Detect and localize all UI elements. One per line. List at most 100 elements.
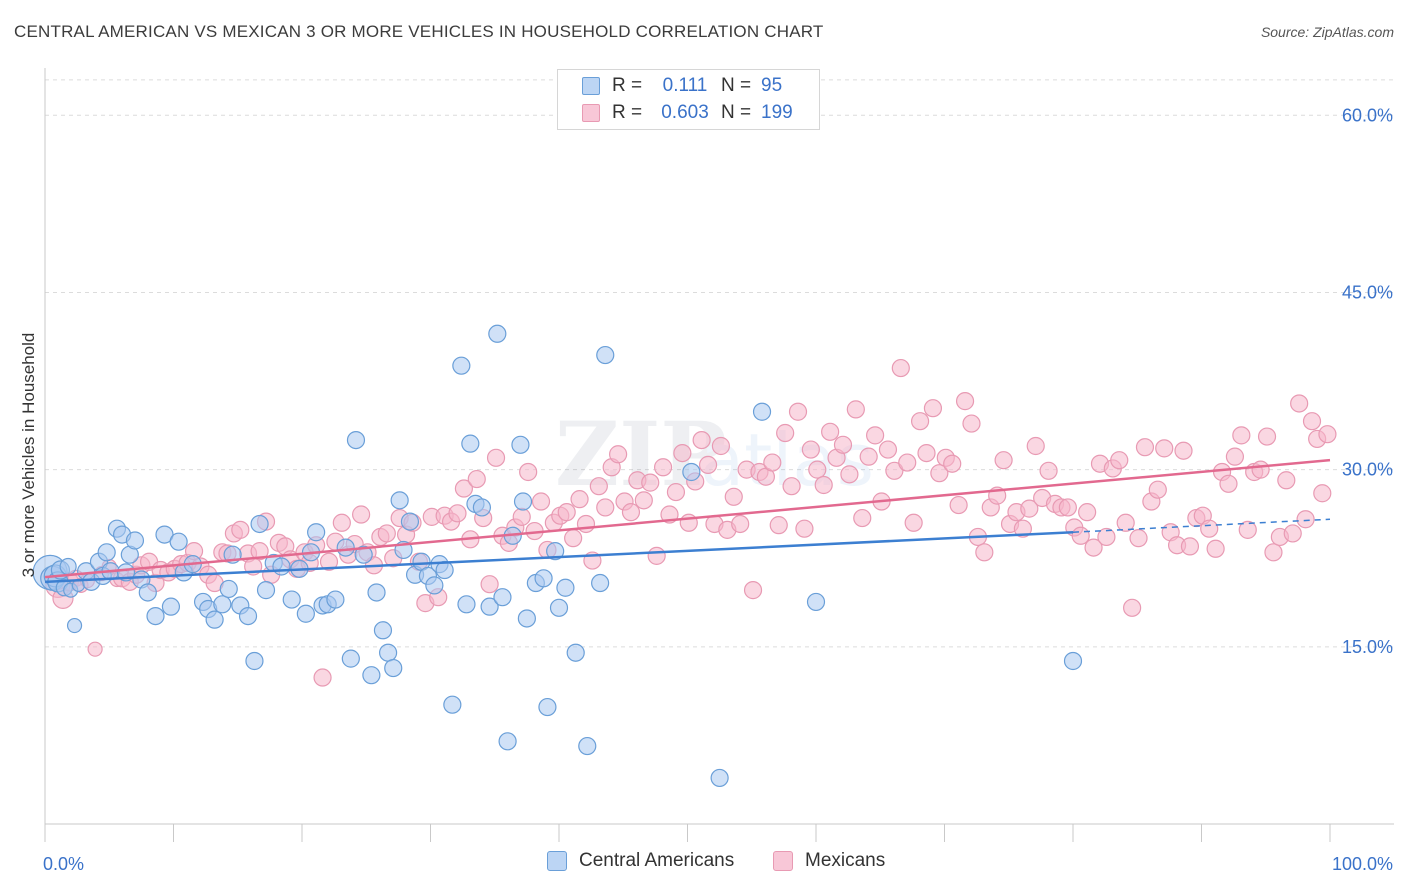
mexicans-point	[1302, 412, 1322, 431]
central-americans-point	[219, 579, 238, 599]
mexicans-point	[332, 513, 351, 532]
central-americans-point	[538, 697, 557, 717]
mexicans-point	[564, 529, 583, 548]
mexicans-point	[853, 508, 872, 528]
central-americans-point	[346, 430, 366, 450]
mexicans-point	[454, 479, 474, 498]
mexicans-point	[531, 492, 551, 511]
central-americans-point	[493, 588, 512, 607]
central-americans-point	[238, 606, 258, 626]
x-tick-label: 0.0%	[43, 854, 84, 874]
mexicans-point	[885, 461, 904, 480]
mexicans-point	[917, 443, 936, 463]
mexicans-point	[87, 641, 103, 657]
mexicans-point	[1013, 519, 1032, 538]
blue-swatch-icon	[582, 77, 600, 95]
central-americans-point	[752, 402, 772, 421]
mexicans-point	[711, 436, 731, 456]
central-americans-point	[591, 573, 610, 593]
central-americans-point	[256, 581, 276, 600]
tick-labels: 15.0% 30.0% 45.0% 60.0% 0.0% 100.0%	[43, 105, 1393, 874]
central-americans-point	[390, 491, 409, 510]
central-americans-point	[66, 617, 83, 634]
mexicans-point	[319, 552, 339, 571]
central-americans-point	[443, 695, 462, 714]
central-americans-point	[59, 557, 77, 576]
mexicans-point	[1264, 543, 1283, 562]
blue-swatch-icon	[547, 851, 567, 871]
mexicans-point	[1180, 537, 1200, 556]
central-americans-point	[1063, 651, 1083, 671]
mexicans-point	[653, 458, 673, 477]
mexicans-point	[570, 490, 589, 509]
mexicans-point	[763, 453, 782, 472]
central-americans-point	[513, 492, 533, 511]
central-americans-point	[511, 435, 530, 454]
mexicans-point	[731, 514, 750, 534]
central-americans-point	[596, 345, 615, 365]
mexicans-point	[1078, 503, 1097, 522]
mexicans-point	[930, 464, 949, 483]
x-tick-label: 100.0%	[1332, 854, 1393, 874]
mexicans-point	[1283, 524, 1302, 543]
pink-swatch-icon	[773, 851, 793, 871]
n-label: N =	[721, 102, 752, 123]
central-americans-point	[245, 651, 264, 671]
central-americans-point	[125, 531, 145, 550]
mexicans-point	[1318, 425, 1337, 444]
mexicans-point	[788, 402, 808, 421]
mexicans-point	[1026, 436, 1045, 456]
central-americans-point	[326, 590, 345, 609]
y-tick-label: 60.0%	[1342, 105, 1393, 125]
mexicans-point	[1110, 451, 1129, 470]
mexicans-point	[647, 546, 666, 565]
central-americans-point	[296, 604, 315, 623]
mexicans-point	[609, 445, 628, 464]
mexicans-point	[231, 520, 250, 539]
central-americans-point	[488, 324, 507, 343]
central-americans-trend-extension	[1072, 518, 1331, 533]
central-americans-point	[138, 583, 157, 602]
mexicans-point	[1135, 438, 1155, 457]
central-americans-point	[425, 576, 444, 595]
central-americans-point	[161, 597, 181, 616]
n-label: N =	[721, 75, 752, 96]
mexicans-point	[782, 477, 801, 496]
mexicans-point	[377, 524, 396, 543]
mexicans-point	[1225, 447, 1245, 466]
central-americans-point	[546, 542, 565, 561]
central-americans-point	[341, 649, 360, 668]
central-americans-point	[205, 610, 224, 629]
source-label: Source: ZipAtlas.com	[1260, 24, 1394, 40]
mexicans-point	[840, 465, 859, 484]
mexicans-point	[1155, 439, 1174, 458]
mexicans-point	[1116, 513, 1135, 532]
central-americans-point	[367, 583, 386, 602]
mexicans-point	[994, 451, 1013, 470]
mexicans-point	[904, 513, 923, 532]
mexicans-point	[621, 503, 641, 522]
mexicans-point	[923, 399, 943, 418]
mexicans-point	[512, 507, 531, 526]
central-americans-point	[272, 557, 291, 576]
central-americans-point	[282, 590, 301, 609]
mexicans-point	[943, 454, 962, 473]
mexicans-point	[1039, 461, 1058, 480]
mexicans-point	[776, 423, 795, 443]
mexicans-point	[866, 426, 885, 445]
mexicans-point	[859, 447, 878, 466]
mexicans-point	[1174, 441, 1193, 460]
mexicans-point	[878, 440, 898, 459]
mexicans-point	[1200, 519, 1219, 538]
mexicans-point	[795, 519, 814, 538]
r-value: 0.603	[661, 102, 709, 123]
r-value: 0.111	[662, 75, 708, 96]
central-americans-trend-line	[44, 530, 1074, 584]
central-americans-point	[362, 666, 381, 685]
mexicans-point	[692, 430, 711, 450]
mexicans-point	[1020, 499, 1039, 518]
mexicans-point	[641, 473, 660, 492]
mexicans-point	[769, 516, 788, 535]
mexicans-point	[949, 495, 968, 515]
